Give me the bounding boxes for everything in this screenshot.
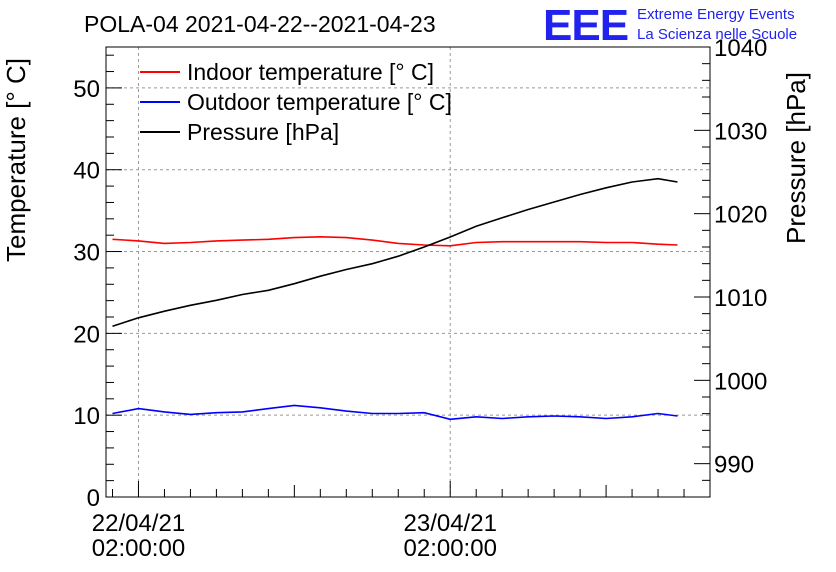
y-tick-labels: 0 10 20 30 40 50 (73, 76, 100, 512)
y2-tick-label: 1010 (714, 285, 767, 312)
y2-tick-labels: 990 1000 1010 1020 1030 1040 (714, 35, 767, 479)
series-line-2 (112, 404, 678, 421)
series-group (112, 177, 678, 421)
y-tick-label: 50 (73, 76, 100, 103)
y-tick-label: 10 (73, 403, 100, 430)
plot-frame (105, 46, 711, 498)
legend-label: Indoor temperature [° C] (187, 59, 434, 85)
y-tick-label: 30 (73, 240, 100, 267)
y2-tick-label: 1000 (714, 368, 767, 395)
legend-label: Pressure [hPa] (187, 119, 339, 145)
x-tick-label-time: 02:00:00 (92, 535, 185, 562)
eee-logo-mark: EEE (543, 1, 628, 50)
chart-title: POLA-04 2021-04-22--2021-04-23 (84, 11, 436, 37)
x-tick-label-date: 23/04/21 (404, 510, 497, 537)
y-tick-label: 20 (73, 321, 100, 348)
eee-logo-line1: Extreme Energy Events (637, 6, 795, 23)
series-line-1 (112, 235, 678, 247)
series-line-3 (112, 177, 678, 327)
y-axis-title: Temperature [° C] (1, 58, 31, 262)
legend-label: Outdoor temperature [° C] (187, 89, 452, 115)
eee-logo-line2: La Scienza nelle Scuole (637, 26, 797, 43)
y2-tick-label: 1030 (714, 118, 767, 145)
legend: Indoor temperature [° C] Outdoor temperat… (140, 59, 452, 145)
axis-ticks (106, 46, 711, 498)
y2-axis-title: Pressure [hPa] (781, 72, 811, 244)
y-tick-label: 40 (73, 158, 100, 185)
x-tick-label-date: 22/04/21 (92, 510, 185, 537)
eee-logo: EEE Extreme Energy Events La Scienza nel… (543, 1, 797, 50)
grid (106, 47, 710, 497)
x-tick-label-time: 02:00:00 (404, 535, 497, 562)
y2-tick-label: 1020 (714, 202, 767, 229)
y2-tick-label: 1040 (714, 35, 767, 62)
y2-tick-label: 990 (714, 452, 754, 479)
y-tick-label: 0 (87, 485, 100, 512)
